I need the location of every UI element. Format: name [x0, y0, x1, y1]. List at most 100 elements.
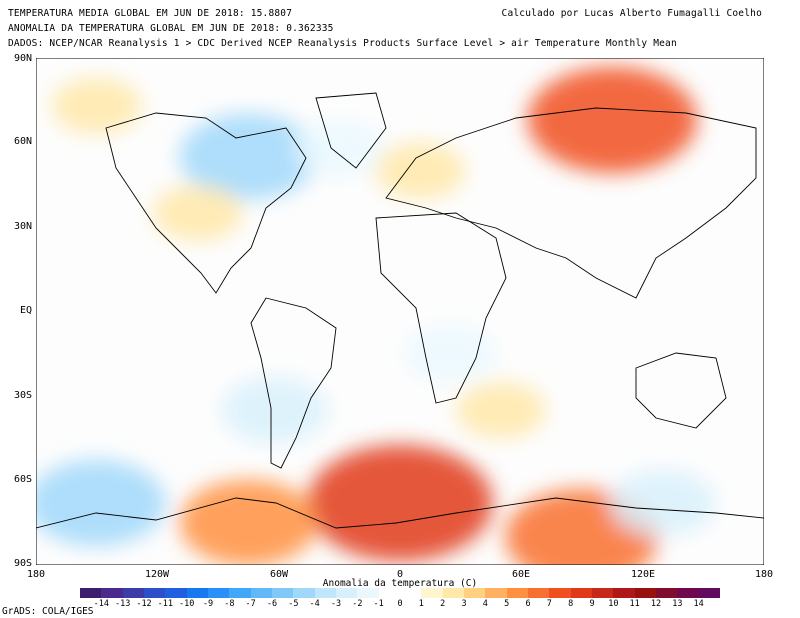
colorbar-tick: -5 — [288, 599, 299, 609]
colorbar-swatch — [165, 588, 187, 598]
lat-label: 30S — [13, 390, 32, 401]
colorbar-tick: -1 — [373, 599, 384, 609]
anomaly-us-warm — [152, 184, 243, 241]
colorbar-swatch — [399, 588, 422, 598]
lat-label: 90S — [13, 558, 32, 569]
colorbar-tick: 10 — [608, 599, 619, 609]
anomaly-south-america-cold — [221, 377, 328, 444]
grads-credit: GrADS: COLA/IGES — [2, 606, 94, 617]
colorbar-tick: -7 — [245, 599, 256, 609]
colorbar-tick: 1 — [418, 599, 424, 609]
anomaly-field — [36, 66, 716, 565]
lat-label: 60N — [13, 136, 32, 147]
anomaly-siberia-warm — [527, 66, 698, 173]
colorbar-swatch — [143, 588, 166, 598]
colorbar-tick: -11 — [157, 599, 174, 609]
coast-eurasia — [385, 107, 757, 299]
colorbar-swatch — [506, 588, 528, 598]
anomaly-south-pacific-cold — [36, 460, 166, 547]
colorbar-tick: 5 — [504, 599, 510, 609]
colorbar-swatch — [357, 588, 379, 598]
colorbar-tick: 3 — [461, 599, 467, 609]
colorbar — [80, 588, 720, 598]
colorbar-tick: -6 — [266, 599, 278, 609]
colorbar-swatch — [698, 588, 720, 598]
colorbar-swatch — [442, 588, 464, 598]
colorbar-tick: -12 — [136, 599, 152, 609]
colorbar-tick: -2 — [352, 599, 363, 609]
coast-australia — [635, 352, 727, 429]
colorbar-tick: -3 — [330, 599, 342, 609]
colorbar-swatch — [250, 588, 272, 598]
coast-africa — [375, 212, 507, 404]
coast-north-america — [105, 112, 307, 294]
lat-label: 60S — [13, 474, 32, 485]
colorbar-swatch — [207, 588, 230, 598]
colorbar-tick: 4 — [482, 599, 488, 609]
colorbar-tick: 6 — [525, 599, 531, 609]
colorbar-swatch — [314, 588, 336, 598]
coast-antarctica — [36, 497, 764, 529]
colorbar-tick: -8 — [224, 599, 235, 609]
coast-greenland — [315, 92, 387, 169]
colorbar-swatch — [122, 588, 144, 598]
anomaly-arctic-warm-pacific — [51, 77, 142, 134]
colorbar-tick: -14 — [93, 599, 110, 609]
colorbar-ticks: -14 -13 -12 -11 -10 -9 -8 -7 -6 -5 -4 -3 -2 -1 0 1 2 3 4 5 6… — [80, 599, 720, 609]
colorbar-tick: 13 — [672, 599, 683, 609]
lat-label: 90N — [13, 53, 32, 64]
colorbar-swatch — [527, 588, 550, 598]
colorbar-tick: -13 — [114, 599, 131, 609]
colorbar-tick: 14 — [693, 599, 704, 609]
colorbar-tick: 8 — [568, 599, 574, 609]
colorbar-swatch — [293, 588, 315, 598]
anomaly-antarctic-warm-west — [179, 479, 318, 565]
author-credit: Calculado por Lucas Alberto Fumagalli Co… — [501, 8, 762, 19]
anomaly-antarctic-warm-atlantic — [307, 445, 493, 562]
anomaly-weddell-cold — [610, 470, 716, 537]
colorbar-swatch — [271, 588, 294, 598]
anomaly-europe-warm — [375, 142, 466, 199]
colorbar-tick: 7 — [546, 599, 552, 609]
colorbar-swatch — [101, 588, 123, 598]
colorbar-swatch — [378, 588, 400, 598]
lon-label: 60E — [511, 569, 531, 580]
colorbar-tick: -9 — [202, 599, 214, 609]
colorbar-swatch — [485, 588, 507, 598]
lon-label: 120E — [630, 569, 656, 580]
colorbar-swatch — [421, 588, 443, 598]
data-source: DADOS: NCEP/NCAR Reanalysis 1 > CDC Deri… — [8, 38, 677, 49]
coast-south-america — [250, 297, 337, 469]
coastlines — [36, 92, 764, 529]
lon-label: 60W — [269, 569, 289, 580]
colorbar-tick: 12 — [650, 599, 662, 609]
anomaly-map — [36, 58, 764, 565]
colorbar-swatch — [335, 588, 358, 598]
lat-label: 30N — [13, 221, 32, 232]
map-title-mean: TEMPERATURA MEDIA GLOBAL EM JUN DE 2018:… — [8, 8, 293, 19]
colorbar-swatch — [549, 588, 571, 598]
colorbar-swatch — [463, 588, 486, 598]
colorbar-tick: -10 — [178, 599, 195, 609]
colorbar-tick: 9 — [589, 599, 595, 609]
lon-label: 120W — [144, 569, 170, 580]
colorbar-swatch — [677, 588, 699, 598]
colorbar-label: Anomalia da temperatura (C) — [322, 578, 478, 589]
colorbar-swatch — [591, 588, 614, 598]
colorbar-tick: 0 — [397, 599, 403, 609]
colorbar-swatch — [613, 588, 635, 598]
colorbar-swatch — [655, 588, 678, 598]
colorbar-tick: 11 — [629, 599, 640, 609]
map-title-anomaly: ANOMALIA DA TEMPERATURA GLOBAL EM JUN DE… — [8, 23, 334, 34]
colorbar-swatch — [229, 588, 251, 598]
anomaly-atlantic-cold — [294, 120, 385, 177]
lat-label: EQ — [19, 305, 32, 316]
anomaly-canada-cold — [179, 113, 318, 200]
lon-label: 0 — [396, 569, 404, 580]
colorbar-tick: -4 — [309, 599, 320, 609]
colorbar-tick: 2 — [440, 599, 446, 609]
colorbar-swatch — [80, 588, 102, 598]
colorbar-swatch — [634, 588, 656, 598]
anomaly-south-indian-warm — [456, 382, 546, 439]
lon-label: 180 — [26, 569, 46, 580]
